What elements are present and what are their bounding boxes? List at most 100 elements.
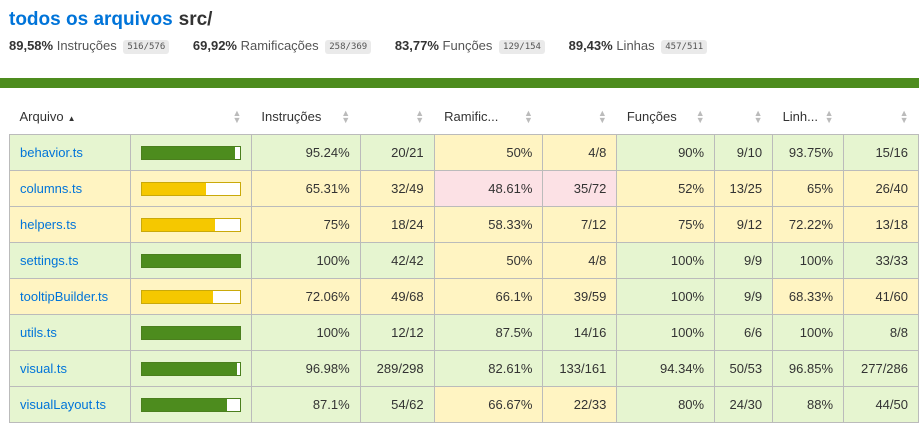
file-link[interactable]: visual.ts: [20, 361, 67, 376]
sort-icon: ▲ ▼: [695, 108, 705, 125]
coverage-bar: [140, 361, 241, 376]
root-link[interactable]: todos os arquivos: [9, 9, 173, 30]
header-functions[interactable]: Funções ▲ ▼: [616, 98, 715, 135]
coverage-bar-cell: [129, 242, 252, 279]
summary-pct: 89,43%: [568, 38, 613, 53]
lines-pct: 100%: [772, 242, 845, 279]
statements-frac: 12/12: [359, 314, 435, 351]
functions-frac: 13/25: [714, 170, 774, 207]
lines-pct: 68.33%: [772, 278, 845, 315]
file-link[interactable]: helpers.ts: [20, 217, 77, 232]
table-row: helpers.ts 75% 18/24 58.33% 7/12 75% 9/12 72.22…: [9, 206, 919, 243]
coverage-bar: [140, 325, 241, 340]
statements-pct: 100%: [250, 314, 361, 351]
summary-fraction: 516/576: [123, 40, 170, 54]
coverage-bar-fill: [141, 326, 240, 339]
header-branches-frac[interactable]: ▲ ▼: [542, 98, 617, 135]
lines-pct: 100%: [772, 314, 845, 351]
statements-pct: 75%: [250, 206, 361, 243]
file-link[interactable]: utils.ts: [20, 325, 57, 340]
summary-label: Linhas: [616, 38, 655, 53]
file-cell: behavior.ts: [9, 134, 131, 171]
branches-pct: 50%: [433, 134, 544, 171]
branches-frac: 4/8: [542, 242, 618, 279]
functions-pct: 80%: [616, 386, 716, 423]
file-link[interactable]: columns.ts: [20, 181, 83, 196]
header-bar[interactable]: ▲ ▼: [130, 98, 252, 135]
header-branches[interactable]: Ramific... ▲ ▼: [434, 98, 543, 135]
table-row: visual.ts 96.98% 289/298 82.61% 133/161 94.34…: [9, 350, 919, 387]
header-functions-label: Funções: [626, 108, 677, 124]
table-row: visualLayout.ts 87.1% 54/62 66.67% 22/33 80% 2…: [9, 386, 919, 423]
functions-pct: 94.34%: [616, 350, 716, 387]
header-lines[interactable]: Linh... ▲ ▼: [772, 98, 844, 135]
statements-frac: 20/21: [359, 134, 435, 171]
functions-pct: 90%: [616, 134, 716, 171]
file-cell: settings.ts: [9, 242, 131, 279]
header-lines-frac[interactable]: ▲ ▼: [843, 98, 919, 135]
statements-frac: 18/24: [359, 206, 435, 243]
coverage-table: Arquivo ▲ ▲ ▼ Instruções ▲ ▼ ▲ ▼ Ramific... ▲ ▼…: [9, 98, 919, 423]
file-cell: utils.ts: [9, 314, 131, 351]
header-statements-label: Instruções: [261, 108, 322, 124]
functions-frac: 9/9: [714, 278, 774, 315]
functions-pct: 100%: [616, 314, 716, 351]
functions-frac: 6/6: [714, 314, 774, 351]
functions-frac: 9/10: [714, 134, 774, 171]
lines-pct: 96.85%: [772, 350, 845, 387]
lines-frac: 8/8: [843, 314, 919, 351]
branches-frac: 14/16: [542, 314, 618, 351]
functions-frac: 9/12: [714, 206, 774, 243]
coverage-bar-cell: [129, 134, 252, 171]
coverage-bar-fill: [141, 182, 206, 195]
lines-frac: 41/60: [843, 278, 919, 315]
header-file[interactable]: Arquivo ▲: [9, 98, 131, 135]
statements-pct: 72.06%: [250, 278, 361, 315]
header-functions-frac[interactable]: ▲ ▼: [714, 98, 773, 135]
header-statements[interactable]: Instruções ▲ ▼: [251, 98, 361, 135]
header-statements-frac[interactable]: ▲ ▼: [360, 98, 435, 135]
statements-pct: 65.31%: [250, 170, 361, 207]
coverage-bar: [140, 289, 241, 304]
functions-pct: 100%: [616, 278, 716, 315]
summary-lines: 89,43% Linhas 457/511: [569, 38, 708, 54]
statements-pct: 87.1%: [250, 386, 361, 423]
table-row: settings.ts 100% 42/42 50% 4/8 100% 9/9 100% 33/…: [9, 242, 919, 279]
branches-pct: 58.33%: [433, 206, 544, 243]
sort-icon: ▲ ▼: [232, 108, 242, 125]
coverage-bar-fill: [141, 398, 228, 411]
page-header: todos os arquivos src/ 89,58% Instruções …: [0, 0, 919, 58]
statements-frac: 32/49: [359, 170, 435, 207]
header-file-label: Arquivo: [19, 108, 64, 124]
branches-pct: 48.61%: [433, 170, 544, 207]
lines-frac: 44/50: [843, 386, 919, 423]
functions-pct: 75%: [616, 206, 716, 243]
coverage-bar-cell: [129, 278, 252, 315]
summary-pct: 69,92%: [192, 38, 237, 53]
file-link[interactable]: settings.ts: [20, 253, 79, 268]
branches-frac: 35/72: [542, 170, 618, 207]
lines-frac: 15/16: [843, 134, 919, 171]
sort-icon: ▲ ▼: [415, 108, 425, 125]
file-link[interactable]: visualLayout.ts: [20, 397, 106, 412]
sort-icon: ▲ ▼: [597, 108, 607, 125]
file-link[interactable]: behavior.ts: [20, 145, 83, 160]
sort-icon: ▲ ▼: [753, 108, 763, 125]
file-link[interactable]: tooltipBuilder.ts: [20, 289, 109, 304]
coverage-summary: 89,58% Instruções 516/576 69,92% Ramific…: [9, 38, 919, 54]
branches-frac: 133/161: [542, 350, 618, 387]
branches-pct: 87.5%: [433, 314, 544, 351]
sort-icon: ▲ ▼: [341, 108, 351, 125]
lines-frac: 33/33: [843, 242, 919, 279]
coverage-bar: [140, 397, 241, 412]
statements-frac: 54/62: [359, 386, 435, 423]
file-cell: visualLayout.ts: [9, 386, 131, 423]
coverage-bar-fill: [141, 146, 236, 159]
lines-pct: 93.75%: [772, 134, 845, 171]
summary-branches: 69,92% Ramificações 258/369: [192, 38, 372, 54]
coverage-status-line: [0, 78, 919, 88]
functions-frac: 24/30: [714, 386, 774, 423]
header-lines-label: Linh...: [782, 108, 818, 124]
summary-pct: 83,77%: [394, 38, 439, 53]
coverage-bar: [140, 145, 241, 160]
